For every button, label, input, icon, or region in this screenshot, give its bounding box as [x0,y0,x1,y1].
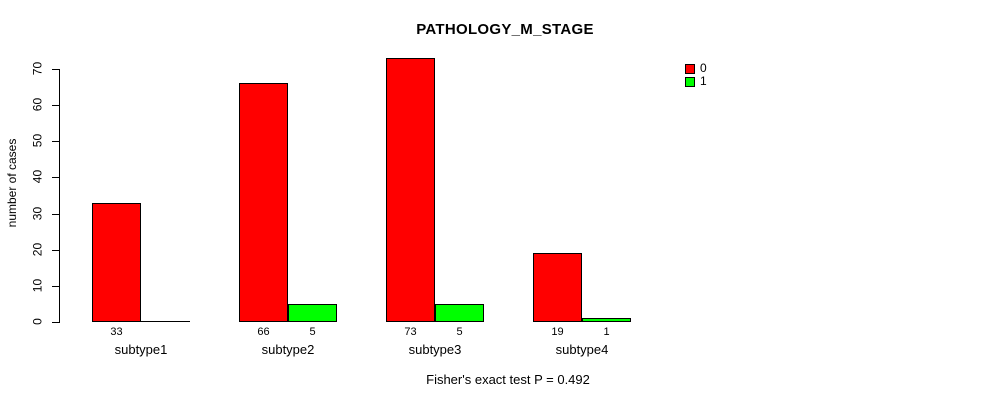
bar-value-label: 5 [456,326,463,338]
legend: 0 1 [685,62,707,88]
bar-value-label: 1 [603,326,610,338]
bar-1-subtype4 [582,318,631,322]
y-axis-line [59,69,60,323]
y-tick [52,250,59,251]
y-tick-label: 20 [30,242,45,257]
chart-title: PATHOLOGY_M_STAGE [416,21,594,38]
y-tick-label: 60 [30,97,45,112]
y-tick-label: 0 [30,318,45,325]
bar-0-subtype1 [92,203,141,322]
y-tick [52,177,59,178]
y-tick [52,214,59,215]
y-tick-label: 10 [30,278,45,293]
category-label-subtype1: subtype1 [114,342,168,357]
bar-1-subtype3 [435,304,484,322]
y-tick [52,322,59,323]
legend-label-1: 1 [700,74,707,88]
y-tick [52,286,59,287]
y-tick-label: 70 [30,61,45,76]
bar-0-subtype3 [386,58,435,322]
category-label-subtype4: subtype4 [555,342,609,357]
bar-1-subtype2 [288,304,337,322]
bar-value-label: 66 [257,326,270,338]
category-label-subtype3: subtype3 [408,342,462,357]
y-tick [52,69,59,70]
legend-label-0: 0 [700,61,707,75]
y-tick-label: 40 [30,169,45,184]
annotation-fisher-test: Fisher's exact test P = 0.492 [426,372,590,387]
bar-0-subtype2 [239,83,288,322]
bar-1-subtype1-zero [141,321,190,322]
category-label-subtype2: subtype2 [261,342,315,357]
legend-swatch-red [685,63,695,74]
bar-value-label: 73 [404,326,417,338]
bar-value-label: 33 [110,326,123,338]
y-tick [52,105,59,106]
legend-item-1: 1 [685,75,707,88]
legend-swatch-green [685,76,695,87]
y-tick-label: 30 [30,206,45,221]
y-axis-title: number of cases [5,138,19,228]
bar-value-label: 19 [551,326,564,338]
y-tick-label: 50 [30,133,45,148]
y-tick [52,141,59,142]
bar-value-label: 5 [309,326,316,338]
legend-item-0: 0 [685,62,707,75]
bar-0-subtype4 [533,253,582,322]
